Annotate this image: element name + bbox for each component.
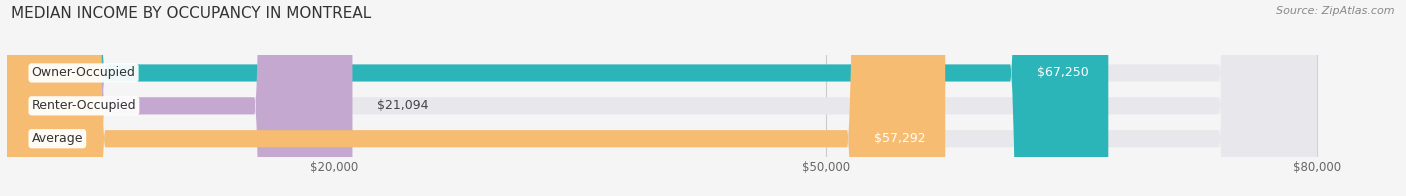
FancyBboxPatch shape	[7, 0, 353, 196]
Text: $57,292: $57,292	[875, 132, 925, 145]
FancyBboxPatch shape	[7, 0, 1317, 196]
Text: MEDIAN INCOME BY OCCUPANCY IN MONTREAL: MEDIAN INCOME BY OCCUPANCY IN MONTREAL	[11, 6, 371, 21]
Text: $67,250: $67,250	[1036, 66, 1088, 79]
FancyBboxPatch shape	[7, 0, 945, 196]
Text: $21,094: $21,094	[377, 99, 429, 112]
Text: Owner-Occupied: Owner-Occupied	[31, 66, 135, 79]
FancyBboxPatch shape	[7, 0, 1108, 196]
Text: Average: Average	[31, 132, 83, 145]
Text: Source: ZipAtlas.com: Source: ZipAtlas.com	[1277, 6, 1395, 16]
FancyBboxPatch shape	[7, 0, 1317, 196]
Text: Renter-Occupied: Renter-Occupied	[31, 99, 136, 112]
FancyBboxPatch shape	[7, 0, 1317, 196]
